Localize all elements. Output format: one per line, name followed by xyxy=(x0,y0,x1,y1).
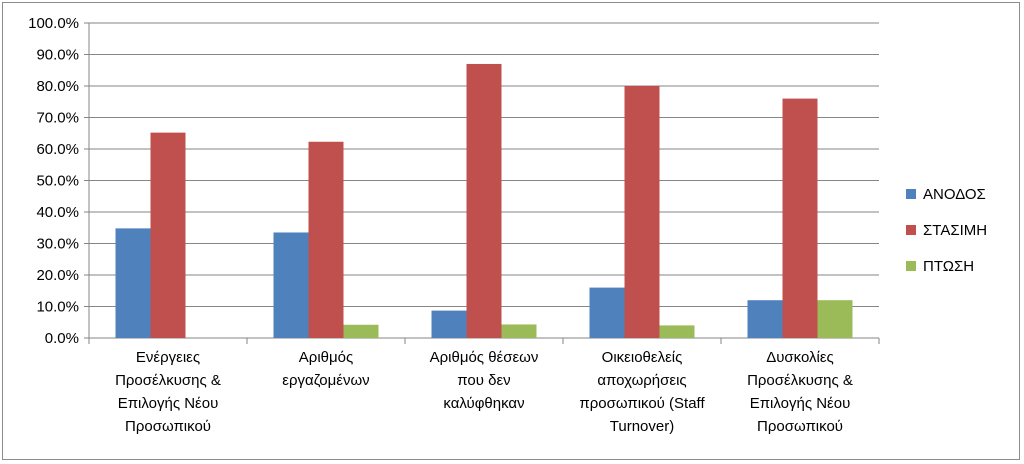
bar xyxy=(624,86,660,338)
x-category-label-line: Επιλογής Νέου xyxy=(118,395,219,412)
bars xyxy=(115,63,853,338)
y-tick-label: 100.0% xyxy=(28,15,79,32)
x-category-label-line: Προσέλκυσης & xyxy=(115,372,221,389)
x-category-label-line: που δεν xyxy=(457,372,510,389)
y-tick-label: 50.0% xyxy=(36,173,79,190)
x-category-label-line: εργαζομένων xyxy=(282,372,369,389)
x-category-label-line: Οικειοθελείς xyxy=(602,349,683,366)
y-tick-label: 20.0% xyxy=(36,267,79,284)
y-tick-label: 30.0% xyxy=(36,236,79,253)
x-category-label-line: Δυσκολίες xyxy=(766,349,834,366)
x-category-label-line: Επιλογής Νέου xyxy=(750,395,851,412)
y-tick-label: 40.0% xyxy=(36,204,79,221)
bar xyxy=(343,324,379,338)
x-category-label-line: Turnover) xyxy=(610,418,674,435)
y-tick-label: 90.0% xyxy=(36,47,79,64)
x-category-label-line: Αριθμός xyxy=(299,349,353,366)
x-category-label-line: Προσωπικού xyxy=(757,418,843,435)
legend-label: ΣΤΑΣΙΜΗ xyxy=(923,222,987,239)
bar xyxy=(308,141,344,338)
x-category-label: Αριθμός θέσεων που δεν καλύφθηκαν xyxy=(430,349,539,412)
x-category-label-line: προσωπικού (Staff xyxy=(579,395,705,412)
x-category-label-line: καλύφθηκαν xyxy=(443,395,524,412)
legend-swatch xyxy=(906,261,916,271)
x-category-label-line: αποχωρήσεις xyxy=(597,372,686,389)
bar xyxy=(431,310,467,338)
bar xyxy=(782,98,818,338)
x-category-label: Αριθμός εργαζομένων xyxy=(282,349,369,389)
legend-label: ΠΤΩΣΗ xyxy=(923,258,974,275)
y-tick-label: 70.0% xyxy=(36,110,79,127)
bar xyxy=(150,132,186,338)
legend-swatch xyxy=(906,189,916,199)
x-axis-labels: Ενέργειες Προσέλκυσης & Επιλογής Νέου Προσω… xyxy=(115,349,853,435)
bar xyxy=(817,300,853,338)
bar xyxy=(501,324,537,338)
x-category-label-line: Προσέλκυσης & xyxy=(747,372,853,389)
y-tick-label: 10.0% xyxy=(36,299,79,316)
grid-lines xyxy=(89,22,879,307)
y-tick-label: 60.0% xyxy=(36,141,79,158)
bar xyxy=(466,63,502,338)
legend-label: ΑΝΟΔΟΣ xyxy=(923,186,986,203)
x-category-label-line: Αριθμός θέσεων xyxy=(430,349,539,366)
x-category-label: Ενέργειες Προσέλκυσης & Επιλογής Νέου Προσω… xyxy=(115,349,221,435)
x-category-label-line: Ενέργειες xyxy=(136,349,200,366)
x-category-label: Δυσκολίες Προσέλκυσης & Επιλογής Νέου Προσω… xyxy=(747,349,853,435)
bar xyxy=(747,300,783,338)
bar xyxy=(115,228,151,338)
bar xyxy=(659,325,695,338)
bar xyxy=(589,287,625,338)
x-category-label-line: Προσωπικού xyxy=(125,418,211,435)
y-tick-label: 80.0% xyxy=(36,78,79,95)
legend: ΑΝΟΔΟΣ ΣΤΑΣΙΜΗ ΠΤΩΣΗ xyxy=(906,186,987,275)
x-category-label: Οικειοθελείς αποχωρήσεις προσωπικού (Staff… xyxy=(579,349,705,435)
bar xyxy=(273,232,309,338)
legend-swatch xyxy=(906,225,916,235)
y-tick-label: 0.0% xyxy=(45,330,79,347)
